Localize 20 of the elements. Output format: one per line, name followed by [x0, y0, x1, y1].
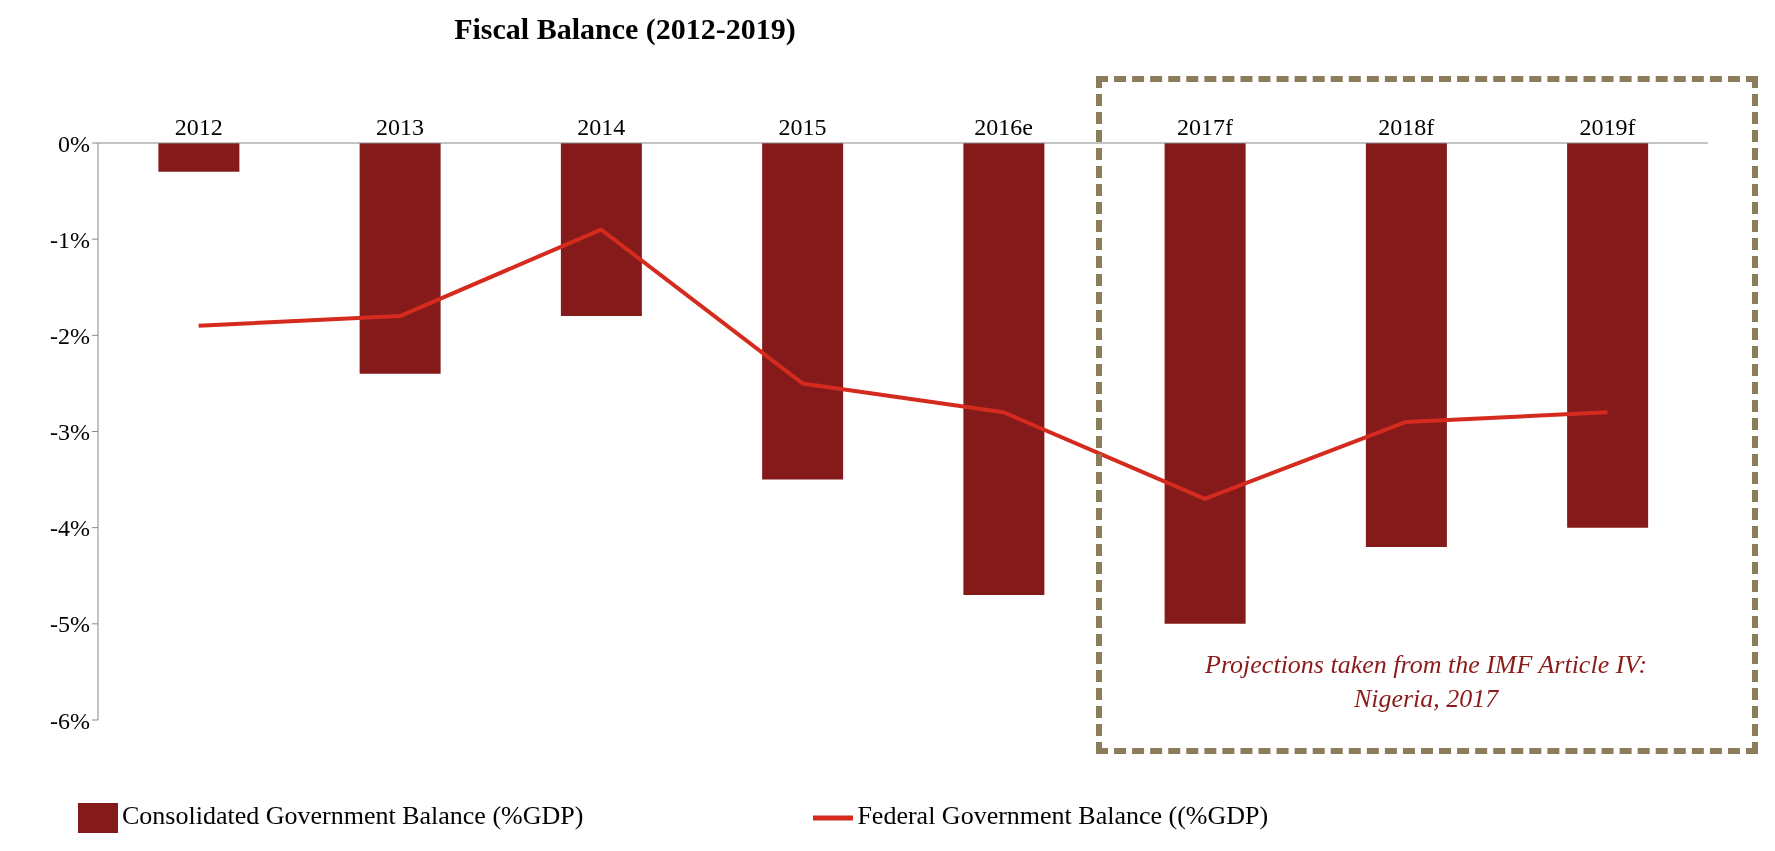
line-series: [196, 227, 1610, 501]
x-tick-label: 2018f: [1378, 114, 1435, 140]
x-tick-label: 2015: [778, 114, 827, 140]
y-tick-label: -3%: [50, 419, 91, 446]
y-tick-label: -5%: [50, 611, 91, 638]
y-tick-label: 0%: [58, 130, 90, 157]
x-tick-label: 2013: [375, 114, 424, 140]
y-tick-label: -2%: [50, 322, 91, 349]
legend-label: Consolidated Government Balance (%GDP): [122, 800, 584, 830]
x-tick-label: 2014: [577, 114, 626, 140]
x-tick-label: 2016e: [974, 114, 1033, 140]
y-tick-label: -1%: [50, 226, 91, 253]
y-tick-label: -6%: [50, 707, 91, 734]
y-tick-label: -4%: [50, 515, 91, 542]
chart-title: Fiscal Balance (2012-2019): [453, 12, 797, 46]
x-tick-label: 2012: [174, 114, 223, 140]
legend-label: Federal Government Balance ((%GDP): [857, 800, 1269, 830]
x-tick-label: 2019f: [1579, 114, 1636, 140]
annotation: Projections taken from the IMF Article IV: Nigeria, 2017: [1204, 649, 1649, 715]
x-tick-label: 2017f: [1176, 114, 1233, 140]
